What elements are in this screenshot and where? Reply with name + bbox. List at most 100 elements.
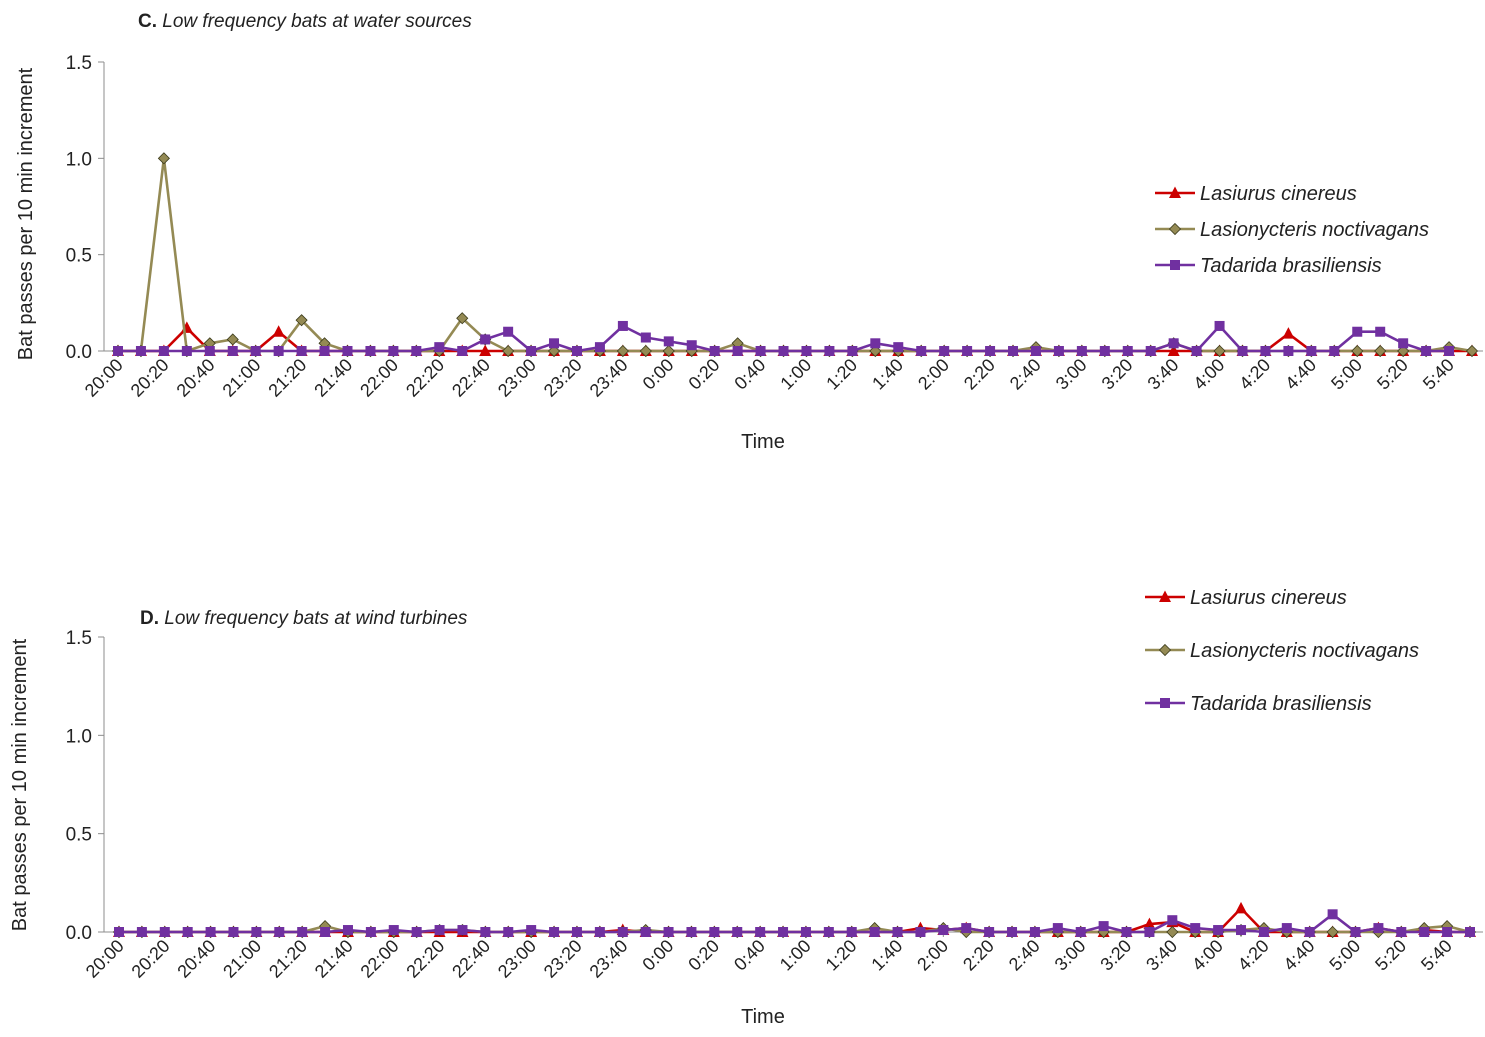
data-point-tadarida-brasiliensis xyxy=(1306,346,1317,356)
legend-marker-tadarida-brasiliensis xyxy=(1160,698,1170,708)
data-point-tadarida-brasiliensis xyxy=(1099,346,1110,356)
x-tick-label: 22:20 xyxy=(402,355,448,401)
x-tick-label: 2:00 xyxy=(913,936,952,975)
x-tick-label: 0:20 xyxy=(684,936,723,975)
data-point-tadarida-brasiliensis xyxy=(594,927,605,937)
x-tick-label: 0:40 xyxy=(730,936,769,975)
data-point-tadarida-brasiliensis xyxy=(320,927,331,937)
legend-label-lasiurus-cinereus: Lasiurus cinereus xyxy=(1190,587,1347,609)
data-point-tadarida-brasiliensis xyxy=(1008,346,1019,356)
data-point-tadarida-brasiliensis xyxy=(778,346,789,356)
x-tick-label: 0:40 xyxy=(730,355,769,394)
series-group xyxy=(112,901,1477,939)
data-point-tadarida-brasiliensis xyxy=(549,338,560,349)
legend-marker-lasionycteris-noctivagans xyxy=(1168,222,1182,236)
data-point-tadarida-brasiliensis xyxy=(1283,346,1294,356)
data-point-tadarida-brasiliensis xyxy=(388,346,399,356)
x-tick-label: 20:20 xyxy=(127,355,173,401)
x-axis-label: Time xyxy=(741,1006,785,1028)
data-point-tadarida-brasiliensis xyxy=(526,346,537,356)
x-tick-label: 23:40 xyxy=(586,355,632,401)
x-tick-label: 23:00 xyxy=(494,936,540,982)
x-tick-label: 2:00 xyxy=(914,355,953,394)
data-point-tadarida-brasiliensis xyxy=(686,340,697,351)
data-point-tadarida-brasiliensis xyxy=(663,927,674,937)
data-point-tadarida-brasiliensis xyxy=(204,346,215,356)
data-point-tadarida-brasiliensis xyxy=(1075,927,1086,937)
legend-marker-tadarida-brasiliensis xyxy=(1170,260,1180,270)
x-tick-label: 5:40 xyxy=(1419,355,1458,394)
x-tick-label: 3:40 xyxy=(1142,936,1181,975)
x-tick-label: 1:20 xyxy=(822,355,861,394)
legend-marker-lasiurus-cinereus xyxy=(1159,590,1171,602)
data-point-tadarida-brasiliensis xyxy=(1350,927,1361,937)
data-point-tadarida-brasiliensis xyxy=(916,346,927,356)
series-group xyxy=(111,152,1479,358)
chart-panel-c: C. Low frequency bats at water sources 0… xyxy=(15,11,1483,453)
data-point-tadarida-brasiliensis xyxy=(1398,338,1409,349)
x-tick-label: 2:40 xyxy=(1005,936,1044,975)
x-tick-label: 20:40 xyxy=(173,936,219,982)
x-tick-label: 4:20 xyxy=(1235,355,1274,394)
data-point-tadarida-brasiliensis xyxy=(1190,923,1201,934)
data-point-tadarida-brasiliensis xyxy=(434,925,445,936)
legend-label-tadarida-brasiliensis: Tadarida brasiliensis xyxy=(1200,255,1382,277)
data-point-lasionycteris-noctivagans xyxy=(1166,925,1179,939)
x-tick-label: 4:00 xyxy=(1188,936,1227,975)
data-point-tadarida-brasiliensis xyxy=(571,346,582,356)
legend: Lasiurus cinereus Lasionycteris noctivaga… xyxy=(1145,587,1419,715)
x-tick-label: 21:20 xyxy=(265,936,311,982)
y-tick-label: 0.0 xyxy=(66,342,92,363)
data-point-tadarida-brasiliensis xyxy=(824,346,835,356)
data-point-tadarida-brasiliensis xyxy=(182,927,193,937)
data-point-tadarida-brasiliensis xyxy=(1281,923,1292,934)
legend-marker-lasionycteris-noctivagans xyxy=(1158,643,1172,657)
x-tick-label: 22:00 xyxy=(356,355,402,401)
data-point-lasionycteris-noctivagans xyxy=(502,344,515,358)
data-point-tadarida-brasiliensis xyxy=(365,346,376,356)
data-point-tadarida-brasiliensis xyxy=(640,927,651,937)
x-tick-label: 20:20 xyxy=(128,936,174,982)
data-point-tadarida-brasiliensis xyxy=(801,346,812,356)
data-point-tadarida-brasiliensis xyxy=(136,927,147,937)
x-tick-label: 5:40 xyxy=(1417,936,1456,975)
data-point-tadarida-brasiliensis xyxy=(1053,346,1064,356)
data-point-lasiurus-cinereus xyxy=(1167,344,1180,356)
data-point-tadarida-brasiliensis xyxy=(503,927,514,937)
data-point-tadarida-brasiliensis xyxy=(251,927,262,937)
data-point-tadarida-brasiliensis xyxy=(1258,927,1269,937)
data-point-tadarida-brasiliensis xyxy=(250,346,261,356)
x-tick-label: 5:20 xyxy=(1371,936,1410,975)
data-point-tadarida-brasiliensis xyxy=(847,346,858,356)
x-tick-label: 3:20 xyxy=(1096,936,1135,975)
data-point-tadarida-brasiliensis xyxy=(296,346,307,356)
x-tick-label: 22:00 xyxy=(357,936,403,982)
data-point-tadarida-brasiliensis xyxy=(1076,346,1087,356)
x-tick-label: 20:40 xyxy=(173,355,219,401)
y-tick-label: 1.0 xyxy=(66,726,92,747)
data-point-tadarida-brasiliensis xyxy=(823,927,834,937)
data-point-lasionycteris-noctivagans xyxy=(295,314,308,327)
data-point-lasionycteris-noctivagans xyxy=(1326,925,1339,939)
data-point-tadarida-brasiliensis xyxy=(1168,338,1179,349)
data-point-tadarida-brasiliensis xyxy=(594,342,605,353)
x-tick-group: 20:00 20:20 20:40 21:00 21:20 21:40 22:00 22:20… xyxy=(82,932,1471,982)
data-point-tadarida-brasiliensis xyxy=(411,346,422,356)
data-point-tadarida-brasiliensis xyxy=(274,927,285,937)
data-point-tadarida-brasiliensis xyxy=(915,927,926,937)
data-point-tadarida-brasiliensis xyxy=(1030,346,1041,356)
x-tick-label: 1:20 xyxy=(822,936,861,975)
data-point-tadarida-brasiliensis xyxy=(1444,346,1455,356)
y-tick-group: 0.0 0.5 1.0 1.5 xyxy=(66,628,104,944)
data-point-tadarida-brasiliensis xyxy=(434,342,445,353)
data-point-tadarida-brasiliensis xyxy=(1396,927,1407,937)
data-point-tadarida-brasiliensis xyxy=(135,346,146,356)
data-point-tadarida-brasiliensis xyxy=(617,927,628,937)
legend-label-lasiurus-cinereus: Lasiurus cinereus xyxy=(1200,183,1357,205)
data-point-tadarida-brasiliensis xyxy=(869,927,880,937)
x-tick-label: 0:20 xyxy=(685,355,724,394)
data-point-tadarida-brasiliensis xyxy=(640,332,651,343)
x-tick-label: 2:20 xyxy=(960,355,999,394)
data-point-tadarida-brasiliensis xyxy=(526,925,537,936)
